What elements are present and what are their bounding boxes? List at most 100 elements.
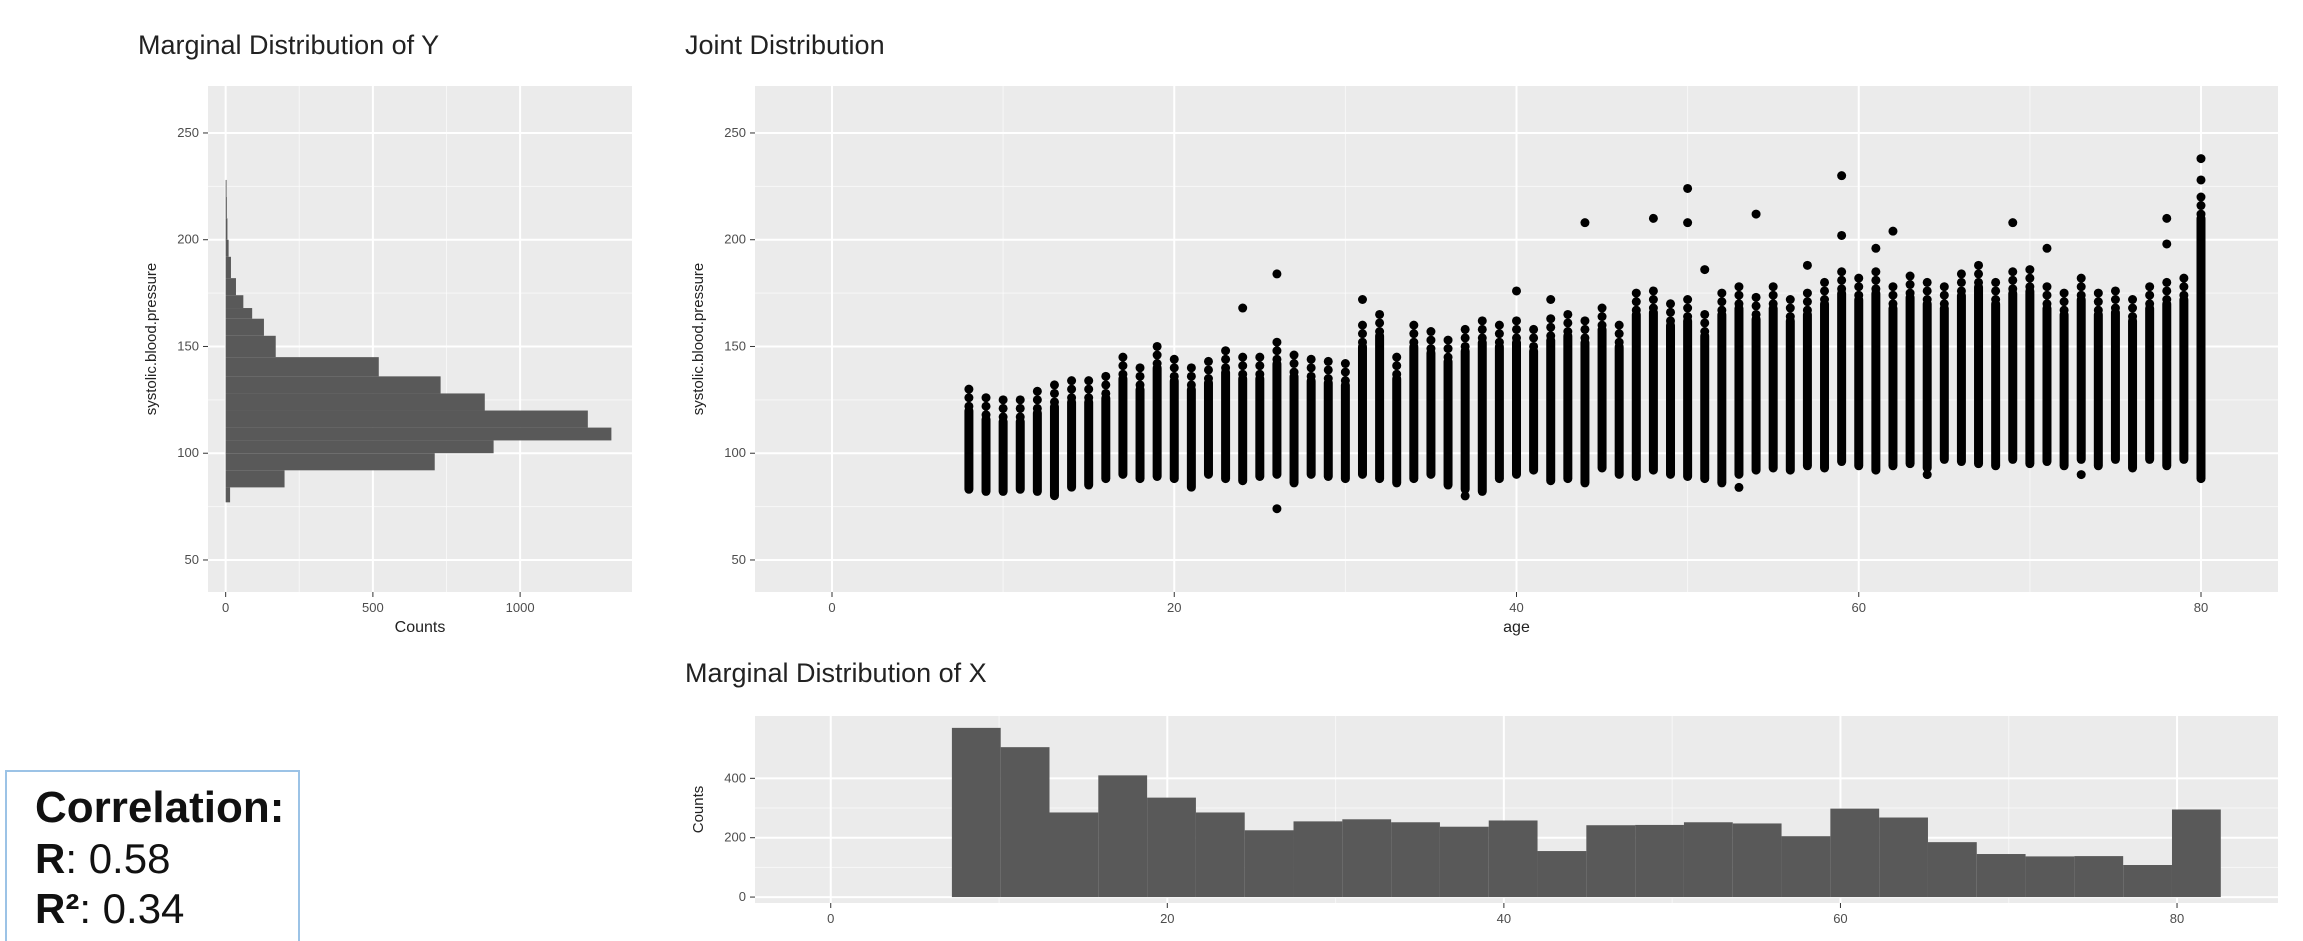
joint-point [1700, 318, 1710, 328]
joint-point [1169, 371, 1179, 381]
joint-y-tick-label: 100 [724, 445, 746, 460]
joint-point [1871, 275, 1881, 285]
r-sep: : [65, 835, 89, 882]
joint-point [1922, 286, 1932, 296]
joint-column [1905, 293, 1915, 469]
marginal-x-bar [1879, 817, 1928, 898]
joint-point [1648, 213, 1658, 223]
joint-point [1289, 359, 1299, 369]
joint-point [1426, 327, 1436, 337]
marginal-x-bar [2123, 865, 2172, 898]
joint-column [1049, 401, 1059, 501]
joint-point [1751, 292, 1761, 302]
joint-point [1905, 271, 1915, 281]
joint-point [1221, 346, 1231, 356]
marginal-y-bar [225, 393, 485, 411]
r-value: 0.58 [88, 835, 171, 882]
joint-column [1529, 346, 1539, 475]
marginal-x-bar [1586, 825, 1636, 898]
joint-point [1357, 295, 1367, 305]
joint-point [1186, 363, 1196, 373]
joint-column [1854, 295, 1864, 471]
joint-point [2042, 299, 2052, 309]
joint-point [1905, 280, 1915, 290]
joint-column [1323, 378, 1333, 481]
joint-column [1666, 320, 1676, 479]
joint-point [1802, 260, 1812, 270]
marginal-y-bar [225, 318, 264, 336]
joint-point [1101, 380, 1111, 390]
joint-column [1221, 367, 1231, 484]
joint-column [1939, 303, 1949, 464]
joint-point [2162, 277, 2172, 287]
marginal-x-bar [1635, 824, 1684, 898]
joint-point [1751, 309, 1761, 319]
joint-point [1768, 299, 1778, 309]
joint-point [1238, 303, 1248, 313]
joint-point [2162, 213, 2172, 223]
joint-point [1392, 352, 1402, 362]
marginal-x-bar [1537, 851, 1587, 898]
joint-point [1049, 397, 1059, 407]
joint-point [1666, 299, 1676, 309]
joint-point [2076, 273, 2086, 283]
joint-column [1392, 374, 1402, 488]
joint-point [1101, 388, 1111, 398]
joint-point [2196, 154, 2206, 164]
joint-point [1392, 369, 1402, 379]
joint-point [1238, 352, 1248, 362]
joint-point [981, 393, 991, 403]
correlation-title: Correlation: [35, 783, 285, 832]
marginal-x-bar [1000, 747, 1050, 898]
marginal-x-bar [1342, 819, 1392, 898]
joint-column [1871, 288, 1881, 475]
joint-point [2145, 290, 2155, 300]
joint-point [1956, 269, 1966, 279]
joint-point [1837, 275, 1847, 285]
joint-point [1460, 324, 1470, 334]
joint-point [2008, 267, 2018, 277]
joint-point [2008, 275, 2018, 285]
joint-point [1802, 305, 1812, 315]
joint-point [1272, 504, 1282, 514]
joint-point [1512, 333, 1521, 343]
joint-point [2179, 273, 2189, 283]
joint-point [1323, 356, 1333, 366]
joint-point [2162, 239, 2172, 249]
joint-column [1186, 384, 1196, 492]
joint-point [1529, 333, 1539, 343]
joint-point [1529, 324, 1539, 334]
marginal-y-x-tick-label: 0 [222, 600, 229, 615]
joint-point [1067, 393, 1077, 403]
r-label: R [35, 835, 66, 882]
marginal-x-y-tick-label: 0 [739, 889, 746, 904]
joint-point [1494, 320, 1504, 330]
joint-column [1135, 384, 1145, 484]
joint-point [2042, 290, 2052, 300]
marginal-x-bar [1049, 812, 1099, 898]
marginal-y-bar [225, 376, 441, 394]
joint-point [1084, 376, 1094, 386]
marginal-y-x-tick-label: 500 [362, 600, 384, 615]
joint-point [1991, 286, 2001, 296]
joint-column [2145, 303, 2155, 464]
joint-column [1238, 374, 1248, 486]
joint-point [2145, 282, 2155, 292]
joint-point [1015, 395, 1025, 405]
marginal-x-bar [1098, 775, 1148, 898]
joint-point [2128, 312, 2138, 322]
joint-point [1837, 284, 1847, 294]
joint-point [2008, 284, 2018, 294]
joint-x-tick-label: 40 [1509, 600, 1523, 615]
joint-title: Joint Distribution [685, 30, 885, 60]
marginal-y-bar [225, 470, 285, 488]
joint-point [1820, 277, 1830, 287]
joint-point [998, 403, 1008, 413]
marginal-y-y-tick-label: 150 [177, 338, 199, 353]
joint-point [1426, 335, 1436, 345]
joint-point [1357, 320, 1367, 330]
marginal-y-x-tick-label: 1000 [506, 600, 535, 615]
joint-point [2059, 297, 2069, 307]
joint-point [1357, 329, 1367, 339]
